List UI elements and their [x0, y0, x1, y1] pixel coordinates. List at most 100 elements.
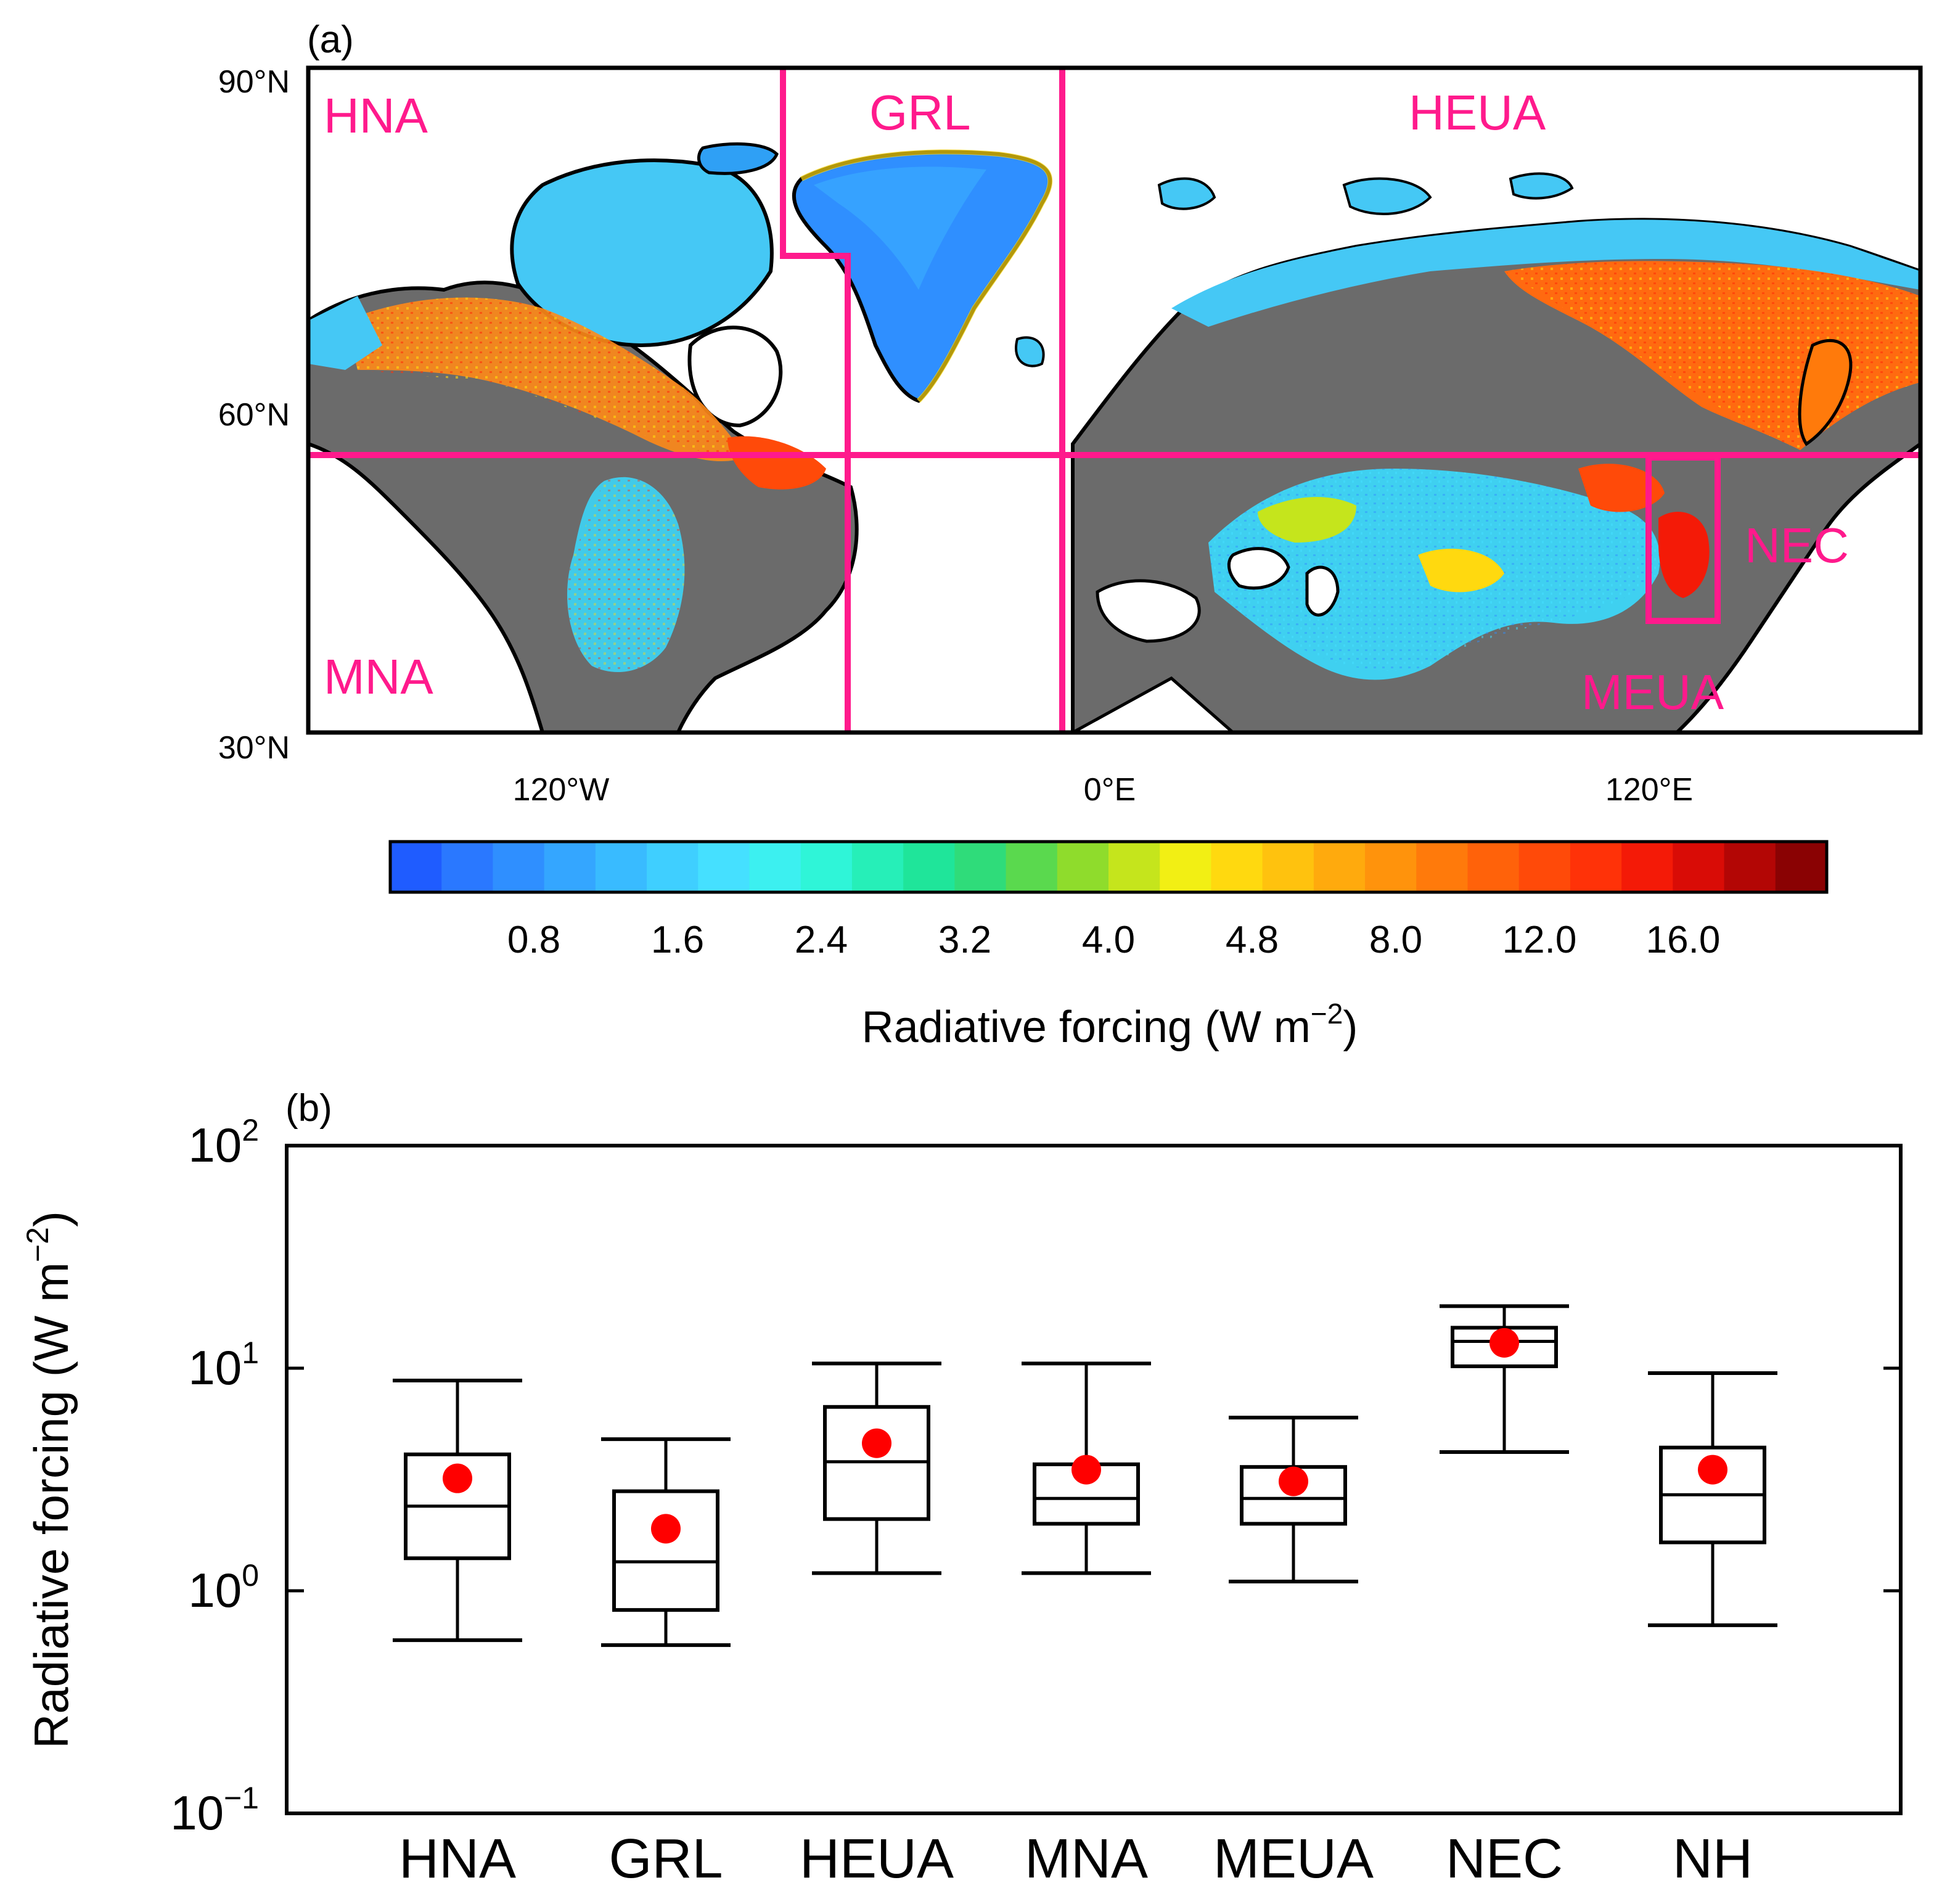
x-tick-label: MEUA	[1213, 1828, 1374, 1890]
colorbar-title: Radiative forcing (W m−2)	[862, 998, 1358, 1052]
colorbar-swatch	[1775, 842, 1827, 892]
colorbar-swatch	[647, 842, 699, 892]
x-tick-label: MNA	[1025, 1828, 1148, 1890]
lat-tick-60n: 60°N	[218, 397, 290, 433]
x-tick-label: HEUA	[800, 1828, 954, 1890]
y-tick-base: 10	[188, 1563, 242, 1617]
mean-marker	[1071, 1455, 1101, 1485]
x-tick-labels: HNA GRL HEUA MNA MEUA NEC NH	[399, 1828, 1753, 1890]
plot-frame	[285, 1144, 1903, 1815]
colorbar-swatch	[1313, 842, 1366, 892]
colorbar-tick-label: 4.0	[1082, 919, 1135, 961]
colorbar-swatch	[544, 842, 596, 892]
y-tick-label: 101	[188, 1336, 259, 1395]
arctic-islands	[1157, 172, 1574, 215]
colorbar-swatch	[1570, 842, 1623, 892]
colorbar-tick-label: 0.8	[507, 919, 560, 961]
colorbar-swatch	[1724, 842, 1776, 892]
y-tick-exp: −1	[224, 1781, 259, 1815]
x-tick-label: HNA	[399, 1828, 516, 1890]
box-nh	[1648, 1371, 1777, 1627]
lon-tick-120w: 120°W	[513, 772, 610, 808]
y-tick-exp: 2	[242, 1113, 259, 1147]
colorbar-swatch	[1211, 842, 1263, 892]
lon-tick-0e: 0°E	[1084, 772, 1136, 808]
colorbar-tick-label: 2.4	[795, 919, 848, 961]
colorbar-swatch	[390, 842, 443, 892]
colorbar-swatch	[800, 842, 853, 892]
colorbar-frame	[388, 840, 1829, 894]
colorbar-swatch	[1006, 842, 1058, 892]
colorbar-swatch	[698, 842, 750, 892]
mean-marker	[1698, 1455, 1727, 1485]
region-label-nec: NEC	[1745, 518, 1849, 573]
box-nec	[1440, 1304, 1569, 1455]
box-mna	[1022, 1361, 1151, 1575]
region-label-meua: MEUA	[1581, 665, 1724, 720]
colorbar-tick-label: 8.0	[1369, 919, 1422, 961]
colorbar-title-end: )	[1343, 1003, 1358, 1052]
map-area: HNA GRL HEUA MNA MEUA NEC	[308, 68, 1920, 732]
y-tick-label: 100	[188, 1558, 259, 1617]
colorbar-tick-label: 16.0	[1646, 919, 1721, 961]
y-axis-label-sup: −2	[20, 1227, 55, 1262]
colorbar-swatch	[851, 842, 904, 892]
colorbar-swatch	[1057, 842, 1109, 892]
panel-a: (a) 90°N 60°N 30°N 120°W 0°E 120°E	[218, 18, 1923, 1052]
greenland-land	[792, 149, 1053, 403]
colorbar-swatch	[954, 842, 1007, 892]
panel-a-label: (a)	[307, 18, 354, 61]
colorbar-swatch	[1365, 842, 1417, 892]
y-axis-label-end: )	[24, 1211, 78, 1227]
map-frame	[306, 65, 1923, 735]
colorbar-tick-label: 4.8	[1226, 919, 1279, 961]
colorbar-tick-label: 3.2	[938, 919, 991, 961]
mean-marker	[651, 1514, 681, 1544]
box-meua	[1229, 1416, 1358, 1584]
y-tick-exp: 1	[242, 1336, 259, 1370]
north-america-land	[308, 142, 859, 732]
colorbar-title-text: Radiative forcing (W m	[862, 1003, 1311, 1052]
colorbar-swatch	[1416, 842, 1469, 892]
box-hna	[393, 1379, 522, 1643]
mean-marker	[862, 1428, 891, 1458]
colorbar-ticks: 0.8 1.6 2.4 3.2 4.0 4.8 8.0 12.0 16.0	[507, 919, 1720, 961]
y-tick-base: 10	[188, 1340, 242, 1395]
region-label-hna: HNA	[324, 88, 428, 143]
region-label-heua: HEUA	[1409, 85, 1546, 140]
colorbar-swatch	[1518, 842, 1571, 892]
colorbar-swatch	[903, 842, 956, 892]
lat-tick-30n: 30°N	[218, 730, 290, 766]
box-heua	[812, 1361, 941, 1575]
colorbar-swatch	[595, 842, 648, 892]
mean-marker	[443, 1463, 472, 1493]
lon-tick-120e: 120°E	[1605, 772, 1693, 808]
colorbar-swatch	[1467, 842, 1520, 892]
y-tick-exp: 0	[242, 1558, 259, 1593]
colorbar-swatch	[1673, 842, 1725, 892]
colorbar-tick-label: 12.0	[1502, 919, 1577, 961]
y-tick-base: 10	[170, 1786, 224, 1840]
boxes	[393, 1304, 1777, 1648]
colorbar-swatch	[1108, 842, 1161, 892]
y-axis-label: Radiative forcing (W m−2)	[20, 1211, 78, 1749]
colorbar-swatch	[1160, 842, 1212, 892]
y-tick-label: 10−1	[170, 1781, 259, 1840]
colorbar-swatch	[1621, 842, 1674, 892]
colorbar-swatch	[493, 842, 545, 892]
colorbar	[390, 842, 1827, 892]
region-label-grl: GRL	[869, 85, 971, 140]
colorbar-swatch	[441, 842, 494, 892]
x-tick-label: NH	[1673, 1828, 1753, 1890]
x-tick-label: NEC	[1446, 1828, 1563, 1890]
y-tick-base: 10	[188, 1118, 242, 1172]
panel-b-label: (b)	[285, 1087, 332, 1130]
colorbar-title-sup: −2	[1311, 998, 1343, 1030]
colorbar-tick-label: 1.6	[651, 919, 704, 961]
box-grl	[601, 1437, 731, 1648]
y-axis-label-text: Radiative forcing (W m	[24, 1262, 78, 1749]
region-label-mna: MNA	[324, 649, 433, 704]
panel-b: (b) Radiative forcing (W m−2) 10−1100101…	[20, 1087, 1903, 1890]
